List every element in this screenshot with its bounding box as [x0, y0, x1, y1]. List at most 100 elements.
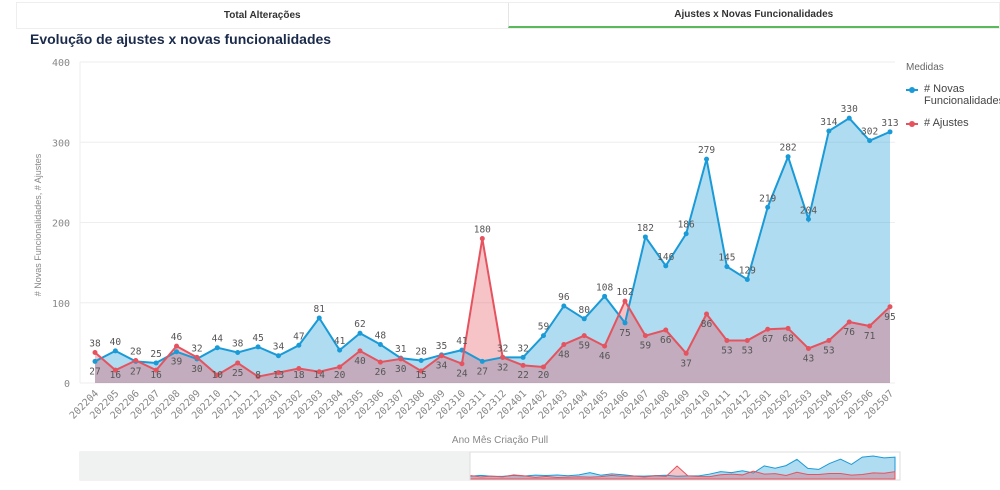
line-ajustes-point [133, 358, 139, 364]
data-label-ajustes: 24 [456, 369, 468, 380]
line-ajustes-point [826, 337, 832, 343]
data-label-ajustes: 40 [354, 356, 366, 367]
line-novas-point [214, 345, 220, 351]
data-label-novas: 44 [212, 334, 224, 345]
line-ajustes-point [805, 345, 811, 351]
data-label-novas: 28 [415, 347, 427, 358]
line-ajustes-point [418, 368, 424, 374]
data-label-ajustes: 71 [864, 331, 876, 342]
x-axis-title: Ano Mês Criação Pull [451, 435, 549, 446]
line-ajustes-point [214, 372, 220, 378]
line-ajustes-point [561, 341, 567, 347]
data-label-novas: 41 [456, 336, 468, 347]
line-novas-point [479, 358, 485, 364]
line-ajustes-point [112, 367, 118, 373]
navigator-unselected-range [80, 452, 470, 480]
data-label-ajustes: 32 [497, 362, 508, 373]
line-ajustes-point [174, 343, 180, 349]
data-label-ajustes: 34 [436, 361, 448, 372]
tab-total-alteracoes[interactable]: Total Alterações [223, 10, 301, 21]
data-label-ajustes: 20 [538, 370, 550, 381]
data-label-ajustes: 95 [884, 312, 895, 323]
line-novas-point [642, 234, 648, 240]
data-label-novas: 313 [881, 118, 898, 129]
data-label-novas: 45 [252, 333, 263, 344]
data-label-novas: 38 [232, 339, 244, 350]
data-label-ajustes: 53 [721, 345, 732, 356]
data-label-ajustes: 76 [844, 327, 856, 338]
line-ajustes-point [316, 369, 322, 375]
data-label-ajustes: 26 [375, 367, 387, 378]
legend-item-novas[interactable]: # Novas Funcionalidades [906, 83, 1000, 107]
line-novas-point [296, 342, 302, 348]
data-label-novas: 302 [861, 127, 878, 138]
data-label-novas: 186 [678, 220, 695, 231]
data-label-novas: 146 [657, 252, 674, 263]
line-ajustes-point [765, 326, 771, 332]
data-label-ajustes: 59 [640, 341, 652, 352]
y-tick-label: 300 [52, 138, 70, 149]
data-label-ajustes: 30 [395, 364, 407, 375]
line-novas-point [785, 154, 791, 160]
data-label-novas: 40 [110, 337, 122, 348]
data-label-ajustes: 32 [191, 343, 202, 354]
navigator-selection-handle[interactable] [469, 451, 901, 481]
data-label-novas: 80 [579, 305, 591, 316]
data-label-novas: 62 [354, 319, 365, 330]
line-novas-point [683, 231, 689, 237]
line-ajustes-point [337, 364, 343, 370]
data-label-ajustes: 16 [110, 370, 122, 381]
line-novas-point [744, 276, 750, 282]
data-label-novas: 25 [150, 349, 161, 360]
data-label-ajustes: 20 [334, 370, 346, 381]
legend-item-ajustes[interactable]: # Ajustes [906, 117, 1000, 129]
line-novas-point [377, 341, 383, 347]
line-novas-point [622, 320, 628, 326]
line-novas-point [581, 316, 587, 322]
line-novas-point [724, 264, 730, 270]
data-label-ajustes: 13 [273, 370, 284, 381]
legend-marker-icon [906, 117, 920, 127]
line-ajustes-point [194, 354, 200, 360]
line-ajustes-point [846, 319, 852, 325]
line-ajustes-point [398, 356, 404, 362]
data-label-novas: 129 [739, 265, 756, 276]
line-novas-point [316, 315, 322, 321]
line-ajustes-point [296, 366, 302, 372]
line-ajustes-point [479, 236, 485, 242]
tab-ajustes-novas-funcionalidades[interactable]: Ajustes x Novas Funcionalidades [507, 3, 999, 28]
data-label-ajustes: 67 [762, 334, 773, 345]
data-label-ajustes: 180 [474, 225, 491, 236]
data-label-novas: 32 [497, 343, 508, 354]
data-label-ajustes: 48 [558, 349, 570, 360]
data-label-novas: 27 [89, 366, 100, 377]
data-label-ajustes: 43 [803, 353, 814, 364]
line-novas-point [255, 344, 261, 350]
line-novas-point [826, 128, 832, 134]
data-label-novas: 330 [841, 104, 858, 115]
data-label-ajustes: 86 [701, 319, 713, 330]
line-ajustes-point [602, 343, 608, 349]
line-ajustes-point [785, 325, 791, 331]
data-label-novas: 279 [698, 145, 715, 156]
line-novas-point [520, 354, 526, 360]
line-novas-point [887, 129, 893, 135]
data-label-ajustes: 16 [150, 370, 162, 381]
data-label-novas: 108 [596, 282, 613, 293]
legend: Medidas # Novas Funcionalidades # Ajuste… [906, 62, 1000, 129]
legend-title: Medidas [906, 62, 944, 73]
data-label-novas: 31 [395, 344, 407, 355]
line-ajustes-point [500, 354, 506, 360]
line-ajustes-point [459, 361, 465, 367]
line-novas-point [805, 216, 811, 222]
line-novas-point [275, 353, 281, 359]
data-label-novas: 27 [130, 366, 141, 377]
data-label-ajustes: 22 [517, 370, 528, 381]
line-ajustes-point [255, 374, 261, 380]
line-novas-point [765, 204, 771, 210]
data-label-ajustes: 18 [293, 370, 305, 381]
data-label-novas: 27 [477, 366, 488, 377]
line-ajustes [94, 238, 891, 378]
line-ajustes-point [642, 333, 648, 339]
line-novas-point [602, 293, 608, 299]
